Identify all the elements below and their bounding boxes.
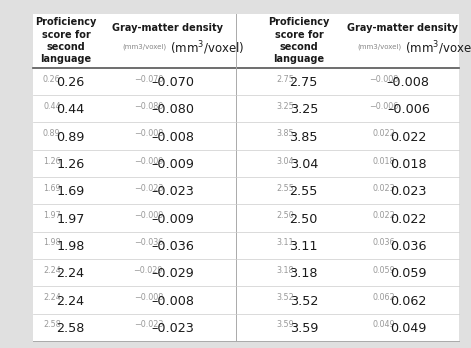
Text: –0.023: –0.023: [151, 322, 195, 335]
Text: Gray-matter density: Gray-matter density: [112, 23, 223, 33]
Text: 1.98: 1.98: [43, 238, 61, 247]
Text: −0.008: −0.008: [134, 129, 163, 138]
Text: 0.023: 0.023: [373, 184, 395, 193]
Text: –0.006: –0.006: [387, 103, 430, 116]
Text: 1.26: 1.26: [43, 157, 61, 166]
Text: −0.029: −0.029: [134, 266, 163, 275]
Text: 0.44: 0.44: [57, 103, 85, 116]
Text: 2.75: 2.75: [290, 76, 318, 89]
Text: –0.080: –0.080: [151, 103, 195, 116]
Text: 0.022: 0.022: [373, 211, 395, 220]
Text: (mm3/voxel): (mm3/voxel): [357, 44, 402, 50]
Text: 2.50: 2.50: [290, 213, 318, 226]
Text: –0.029: –0.029: [152, 267, 194, 280]
Text: 0.049: 0.049: [390, 322, 427, 335]
Text: 2.24: 2.24: [57, 295, 85, 308]
Text: –0.070: –0.070: [151, 76, 195, 89]
Text: 0.89: 0.89: [43, 129, 61, 138]
Text: 3.52: 3.52: [290, 295, 318, 308]
Text: 0.062: 0.062: [373, 293, 395, 302]
Text: 3.04: 3.04: [276, 157, 294, 166]
Text: 3.85: 3.85: [290, 131, 318, 144]
Text: −0.023: −0.023: [134, 184, 163, 193]
Text: 2.75: 2.75: [276, 74, 294, 84]
Text: 0.89: 0.89: [57, 131, 85, 144]
Text: 2.55: 2.55: [290, 185, 318, 198]
Text: −0.008: −0.008: [134, 293, 163, 302]
Text: 1.69: 1.69: [57, 185, 85, 198]
Text: 2.58: 2.58: [43, 321, 61, 330]
Text: 0.062: 0.062: [390, 295, 427, 308]
Text: −0.070: −0.070: [134, 74, 163, 84]
Text: 3.52: 3.52: [276, 293, 294, 302]
Text: −0.006: −0.006: [369, 102, 398, 111]
Text: 0.059: 0.059: [373, 266, 395, 275]
Text: 0.022: 0.022: [373, 129, 395, 138]
Text: −0.009: −0.009: [134, 157, 163, 166]
Text: 3.11: 3.11: [276, 238, 294, 247]
Text: 0.018: 0.018: [373, 157, 395, 166]
Text: –0.036: –0.036: [151, 240, 195, 253]
Text: 0.018: 0.018: [390, 158, 427, 171]
Text: –0.008: –0.008: [151, 131, 195, 144]
Text: 3.59: 3.59: [290, 322, 318, 335]
Text: 3.18: 3.18: [290, 267, 318, 280]
Text: 2.50: 2.50: [276, 211, 294, 220]
Text: −0.036: −0.036: [134, 238, 163, 247]
Text: 3.25: 3.25: [276, 102, 294, 111]
Text: 2.24: 2.24: [43, 266, 61, 275]
Text: 2.58: 2.58: [57, 322, 85, 335]
Text: Proficiency
score for
second
language: Proficiency score for second language: [268, 17, 330, 64]
Text: 0.26: 0.26: [43, 74, 61, 84]
Text: 0.44: 0.44: [43, 102, 61, 111]
Text: 2.24: 2.24: [43, 293, 61, 302]
Text: 0.022: 0.022: [390, 131, 427, 144]
Text: 3.25: 3.25: [290, 103, 318, 116]
Text: 3.18: 3.18: [276, 266, 294, 275]
Text: –0.009: –0.009: [151, 213, 195, 226]
Text: (mm3/voxel): (mm3/voxel): [122, 44, 166, 50]
Text: Gray-matter density: Gray-matter density: [347, 23, 458, 33]
Text: 0.022: 0.022: [390, 213, 427, 226]
Text: –0.008: –0.008: [387, 76, 430, 89]
Text: 3.59: 3.59: [276, 321, 294, 330]
Text: 1.26: 1.26: [57, 158, 85, 171]
Text: 1.97: 1.97: [43, 211, 61, 220]
Text: 3.04: 3.04: [290, 158, 318, 171]
Text: 0.023: 0.023: [390, 185, 427, 198]
Text: 0.049: 0.049: [373, 321, 395, 330]
Text: –0.008: –0.008: [151, 295, 195, 308]
Text: 1.97: 1.97: [57, 213, 85, 226]
Text: –0.023: –0.023: [151, 185, 195, 198]
Text: −0.023: −0.023: [134, 321, 163, 330]
Text: 0.059: 0.059: [390, 267, 427, 280]
Text: −0.080: −0.080: [134, 102, 163, 111]
Text: 1.98: 1.98: [57, 240, 85, 253]
Text: 0.26: 0.26: [57, 76, 85, 89]
Text: Proficiency
score for
second
language: Proficiency score for second language: [35, 17, 97, 64]
Text: 2.55: 2.55: [276, 184, 294, 193]
Text: (mm$^3$/voxel): (mm$^3$/voxel): [170, 39, 244, 57]
Text: 0.036: 0.036: [373, 238, 395, 247]
Text: 0.036: 0.036: [390, 240, 427, 253]
Text: −0.009: −0.009: [134, 211, 163, 220]
Text: 3.11: 3.11: [290, 240, 318, 253]
Text: 1.69: 1.69: [43, 184, 61, 193]
Text: 3.85: 3.85: [276, 129, 294, 138]
Text: –0.009: –0.009: [151, 158, 195, 171]
Text: −0.008: −0.008: [369, 74, 398, 84]
Text: (mm$^3$/voxel): (mm$^3$/voxel): [405, 39, 471, 57]
Text: 2.24: 2.24: [57, 267, 85, 280]
